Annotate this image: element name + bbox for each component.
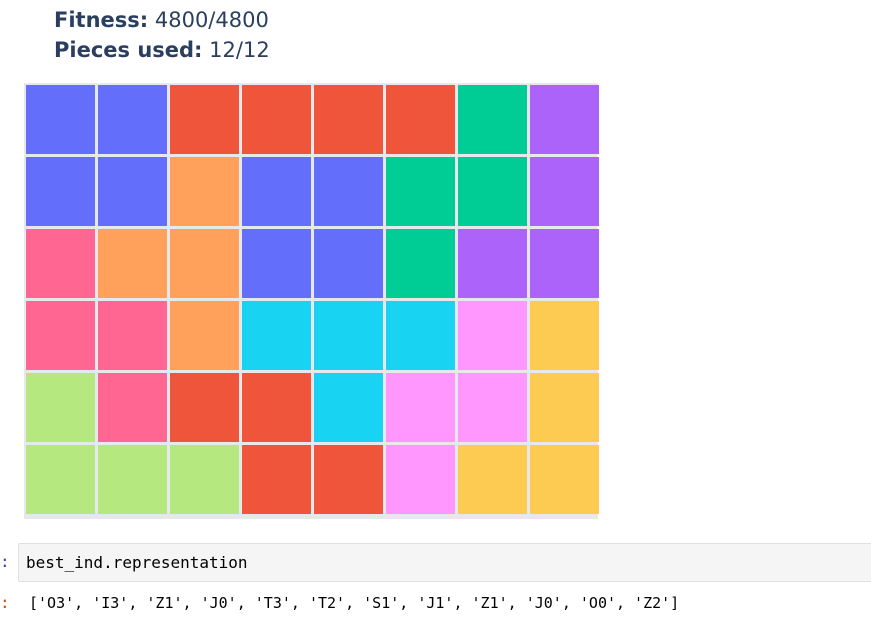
pieces-used-label: Pieces used: xyxy=(54,38,203,62)
board-cell xyxy=(386,373,455,442)
board-cell xyxy=(386,445,455,514)
board-cell xyxy=(26,445,95,514)
board-cell xyxy=(314,157,383,226)
board-cell xyxy=(242,301,311,370)
board-cell xyxy=(242,157,311,226)
board-cell xyxy=(170,229,239,298)
board-cell xyxy=(530,373,599,442)
board-cell xyxy=(98,157,167,226)
board-cell xyxy=(98,85,167,154)
board-cell xyxy=(386,157,455,226)
code-text: best_ind.representation xyxy=(26,553,248,572)
board-cell xyxy=(170,85,239,154)
board-cell xyxy=(458,445,527,514)
board-cell xyxy=(26,85,95,154)
board-cell xyxy=(242,85,311,154)
board-cell xyxy=(26,373,95,442)
board-cell xyxy=(242,445,311,514)
input-prompt: : xyxy=(0,552,10,571)
board-cell xyxy=(530,229,599,298)
board-cell xyxy=(530,301,599,370)
board-cell xyxy=(386,301,455,370)
board-cell xyxy=(530,85,599,154)
board-cell xyxy=(170,445,239,514)
board-cell xyxy=(26,157,95,226)
board-cell xyxy=(98,373,167,442)
board-cell xyxy=(26,301,95,370)
fitness-value: 4800/4800 xyxy=(154,8,269,32)
board-cell xyxy=(26,229,95,298)
puzzle-board-grid xyxy=(24,83,599,519)
board-cell xyxy=(386,229,455,298)
board-cell xyxy=(242,229,311,298)
board-cell xyxy=(314,373,383,442)
board-cell xyxy=(98,229,167,298)
board-cell xyxy=(314,229,383,298)
board-cell xyxy=(314,445,383,514)
board-cell xyxy=(314,85,383,154)
board-cell xyxy=(98,445,167,514)
board-cell xyxy=(458,373,527,442)
board-cell xyxy=(170,301,239,370)
board-cell xyxy=(98,301,167,370)
output-text: ['O3', 'I3', 'Z1', 'J0', 'T3', 'T2', 'S1… xyxy=(29,594,680,612)
board-cell xyxy=(458,229,527,298)
board-cell xyxy=(314,301,383,370)
board-cell xyxy=(170,373,239,442)
board-cell xyxy=(458,85,527,154)
pieces-used-value: 12/12 xyxy=(209,38,270,62)
fitness-metric: Fitness: 4800/4800 xyxy=(54,6,269,34)
code-input-cell[interactable]: best_ind.representation xyxy=(18,543,871,582)
board-cell xyxy=(458,157,527,226)
board-cell xyxy=(386,85,455,154)
fitness-label: Fitness: xyxy=(54,8,149,32)
board-cell xyxy=(170,157,239,226)
board-cell xyxy=(242,373,311,442)
board-cell xyxy=(530,157,599,226)
output-prompt: : xyxy=(0,593,10,612)
board-cell xyxy=(530,445,599,514)
pieces-used-metric: Pieces used: 12/12 xyxy=(54,36,270,64)
board-cell xyxy=(458,301,527,370)
